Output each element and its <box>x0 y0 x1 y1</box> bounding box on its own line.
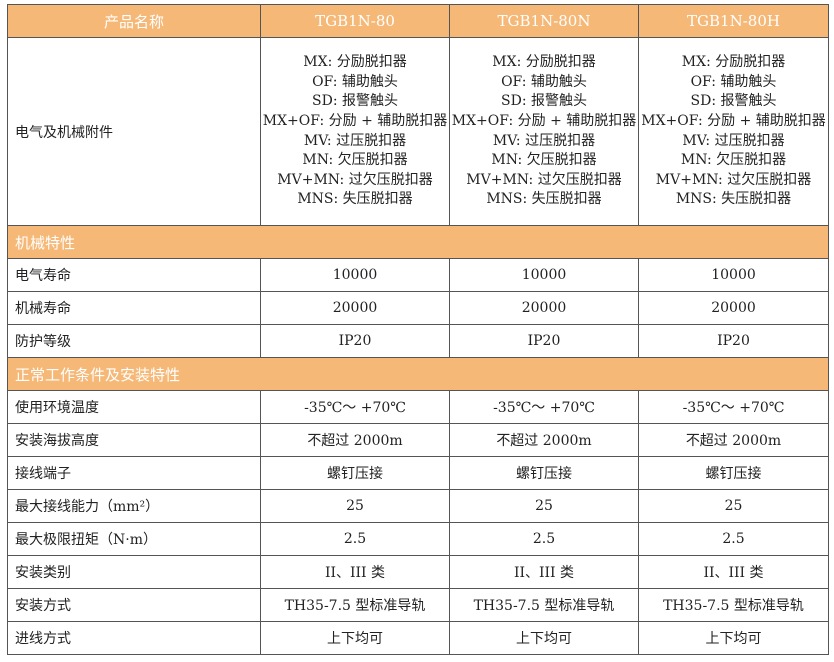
row-value: 不超过 2000m <box>449 423 639 457</box>
row-value: TH35-7.5 型标准导轨 <box>449 588 639 622</box>
row-label: 最大极限扭矩（N·m） <box>7 522 261 556</box>
accessory-item: MN: 欠压脱扣器 <box>491 152 597 169</box>
row-label: 进线方式 <box>7 621 261 655</box>
row-value: 上下均可 <box>638 621 829 655</box>
row-value: 不超过 2000m <box>260 423 450 457</box>
row-value: 10000 <box>260 258 450 292</box>
accessory-item: MV+MN: 过欠压脱扣器 <box>277 171 433 188</box>
accessories-row: 电气及机械附件 MX: 分励脱扣器 OF: 辅助触头 SD: 报警触头 MX+OF: … <box>7 37 829 226</box>
row-value: II、III 类 <box>449 555 639 589</box>
accessory-item: MNS: 失压脱扣器 <box>675 191 792 208</box>
row-label: 安装海拔高度 <box>7 423 261 457</box>
section-title: 机械特性 <box>7 225 829 259</box>
table-row: 安装方式 TH35-7.5 型标准导轨 TH35-7.5 型标准导轨 TH35-7.5… <box>7 588 829 622</box>
accessory-item: MV: 过压脱扣器 <box>682 132 785 149</box>
row-value: 2.5 <box>638 522 829 556</box>
row-value: 10000 <box>638 258 829 292</box>
accessories-list: MX: 分励脱扣器 OF: 辅助触头 SD: 报警触头 MX+OF: 分励 + 辅助脱… <box>638 37 829 226</box>
accessory-item: MX+OF: 分励 + 辅助脱扣器 <box>262 112 448 129</box>
row-value: 螺钉压接 <box>638 456 829 490</box>
accessory-item: SD: 报警触头 <box>690 93 777 110</box>
header-row: 产品名称 TGB1N-80 TGB1N-80N TGB1N-80H <box>7 4 829 38</box>
accessory-item: OF: 辅助触头 <box>501 73 587 90</box>
row-value: 20000 <box>260 291 450 325</box>
section-header: 机械特性 <box>7 225 829 259</box>
table-row: 安装类别 II、III 类 II、III 类 II、III 类 <box>7 555 829 589</box>
row-value: 20000 <box>449 291 639 325</box>
row-value: II、III 类 <box>638 555 829 589</box>
row-label: 接线端子 <box>7 456 261 490</box>
accessory-item: SD: 报警触头 <box>312 93 398 110</box>
accessory-item: SD: 报警触头 <box>501 93 587 110</box>
accessory-item: MX: 分励脱扣器 <box>681 54 786 71</box>
accessory-item: MNS: 失压脱扣器 <box>297 191 413 208</box>
accessories-list: MX: 分励脱扣器 OF: 辅助触头 SD: 报警触头 MX+OF: 分励 + 辅助脱… <box>449 37 639 226</box>
accessory-item: MV: 过压脱扣器 <box>303 132 407 149</box>
section-header: 正常工作条件及安装特性 <box>7 357 829 391</box>
row-value: IP20 <box>260 324 450 358</box>
row-value: 不超过 2000m <box>638 423 829 457</box>
row-value: 上下均可 <box>260 621 450 655</box>
header-model: TGB1N-80 <box>260 4 450 38</box>
table-row: 最大极限扭矩（N·m） 2.5 2.5 2.5 <box>7 522 829 556</box>
row-label: 电气寿命 <box>7 258 261 292</box>
row-label: 最大接线能力（mm²） <box>7 489 261 523</box>
row-value: 螺钉压接 <box>449 456 639 490</box>
row-value: 2.5 <box>449 522 639 556</box>
section-title: 正常工作条件及安装特性 <box>7 357 829 391</box>
table-row: 最大接线能力（mm²） 25 25 25 <box>7 489 829 523</box>
row-value: 10000 <box>449 258 639 292</box>
row-label: 使用环境温度 <box>7 390 261 424</box>
row-label: 电气及机械附件 <box>7 37 261 226</box>
accessory-item: MN: 欠压脱扣器 <box>302 152 408 169</box>
accessory-item: MX: 分励脱扣器 <box>492 54 596 71</box>
row-value: IP20 <box>449 324 639 358</box>
accessory-item: MN: 欠压脱扣器 <box>680 152 787 169</box>
accessory-item: OF: 辅助触头 <box>312 73 398 90</box>
row-value: TH35-7.5 型标准导轨 <box>638 588 829 622</box>
accessory-item: OF: 辅助触头 <box>690 73 777 90</box>
row-value: 2.5 <box>260 522 450 556</box>
spec-table: 产品名称 TGB1N-80 TGB1N-80N TGB1N-80H 电气及机械附… <box>7 4 829 655</box>
row-value: 25 <box>260 489 450 523</box>
header-model: TGB1N-80N <box>449 4 639 38</box>
row-label: 安装类别 <box>7 555 261 589</box>
row-value: -35℃～ +70℃ <box>449 390 639 424</box>
header-label: 产品名称 <box>7 4 261 38</box>
row-value: 25 <box>638 489 829 523</box>
table-row: 使用环境温度 -35℃～ +70℃ -35℃～ +70℃ -35℃～ +70℃ <box>7 390 829 424</box>
row-value: -35℃～ +70℃ <box>638 390 829 424</box>
row-value: II、III 类 <box>260 555 450 589</box>
accessory-item: MV: 过压脱扣器 <box>492 132 596 149</box>
row-label: 安装方式 <box>7 588 261 622</box>
accessory-item: MV+MN: 过欠压脱扣器 <box>466 171 622 188</box>
table-row: 进线方式 上下均可 上下均可 上下均可 <box>7 621 829 655</box>
accessories-list: MX: 分励脱扣器 OF: 辅助触头 SD: 报警触头 MX+OF: 分励 + 辅助脱… <box>260 37 450 226</box>
row-value: 螺钉压接 <box>260 456 450 490</box>
table-row: 电气寿命 10000 10000 10000 <box>7 258 829 292</box>
accessory-item: MV+MN: 过欠压脱扣器 <box>655 171 812 188</box>
accessory-item: MX: 分励脱扣器 <box>303 54 407 71</box>
row-value: 20000 <box>638 291 829 325</box>
row-value: IP20 <box>638 324 829 358</box>
row-label: 防护等级 <box>7 324 261 358</box>
row-value: 25 <box>449 489 639 523</box>
row-value: TH35-7.5 型标准导轨 <box>260 588 450 622</box>
accessory-item: MX+OF: 分励 + 辅助脱扣器 <box>641 112 826 129</box>
table-row: 机械寿命 20000 20000 20000 <box>7 291 829 325</box>
header-model: TGB1N-80H <box>638 4 829 38</box>
accessory-item: MX+OF: 分励 + 辅助脱扣器 <box>451 112 637 129</box>
accessory-item: MNS: 失压脱扣器 <box>486 191 602 208</box>
row-value: 上下均可 <box>449 621 639 655</box>
table-row: 防护等级 IP20 IP20 IP20 <box>7 324 829 358</box>
row-label: 机械寿命 <box>7 291 261 325</box>
table-row: 安装海拔高度 不超过 2000m 不超过 2000m 不超过 2000m <box>7 423 829 457</box>
row-value: -35℃～ +70℃ <box>260 390 450 424</box>
table-row: 接线端子 螺钉压接 螺钉压接 螺钉压接 <box>7 456 829 490</box>
